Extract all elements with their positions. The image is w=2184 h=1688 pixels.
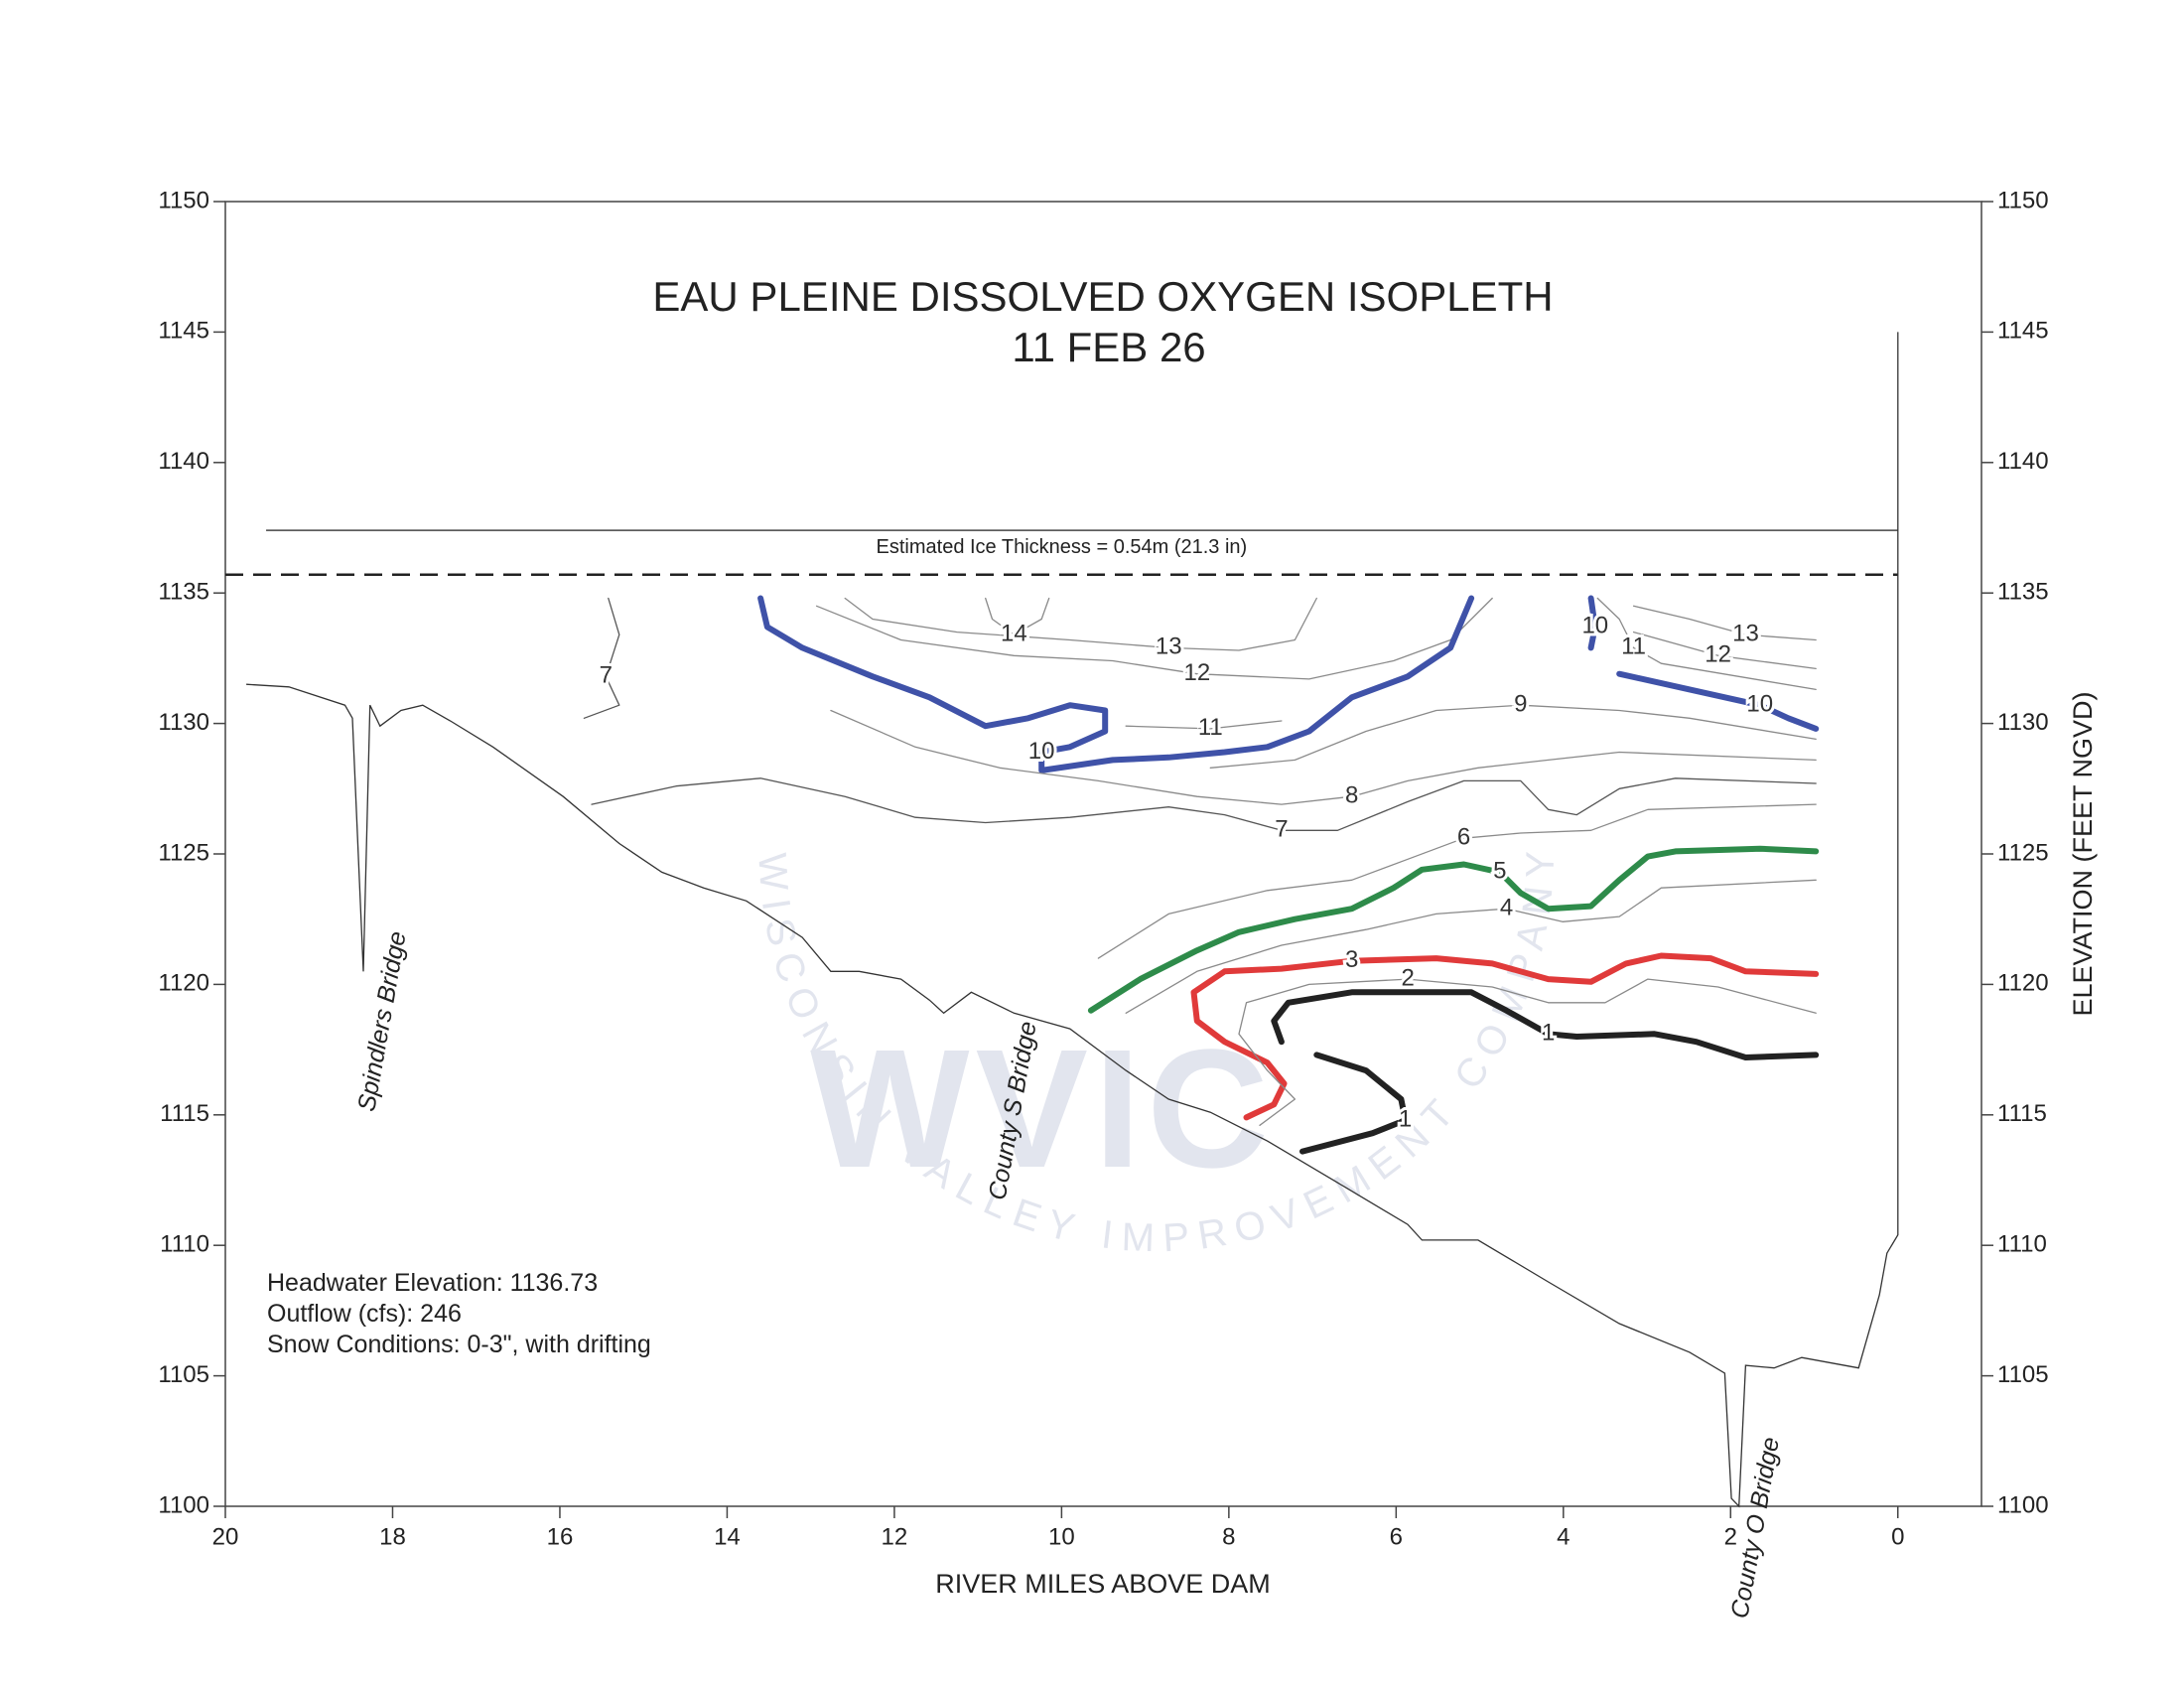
y-tick-label: 1115 <box>160 1100 209 1127</box>
chart-subtitle: 11 FEB 26 <box>1012 324 1205 370</box>
x-tick-label: 16 <box>547 1523 574 1550</box>
y2-tick-label: 1125 <box>1997 839 2049 866</box>
contour-label: 1 <box>1399 1105 1412 1132</box>
contour-line <box>1209 704 1817 769</box>
contour-label: 10 <box>1028 738 1055 765</box>
y-tick-label: 1100 <box>158 1491 209 1518</box>
contour-label: 12 <box>1183 659 1210 686</box>
x-tick-label: 12 <box>882 1523 908 1550</box>
contour-line <box>1596 597 1817 691</box>
x-tick-label: 20 <box>212 1523 239 1550</box>
x-tick-label: 4 <box>1557 1523 1570 1550</box>
x-tick-label: 2 <box>1724 1523 1737 1550</box>
contour-line <box>591 777 1817 831</box>
y2-tick-label: 1150 <box>1997 187 2049 213</box>
contour-label: 7 <box>1275 816 1288 843</box>
contour-line <box>1097 803 1817 959</box>
y-tick-label: 1150 <box>158 187 209 213</box>
y-tick-label: 1145 <box>158 318 209 345</box>
x-tick-label: 18 <box>379 1523 406 1550</box>
contour-label: 2 <box>1401 964 1414 991</box>
contour-label: 13 <box>1732 621 1759 647</box>
y2-tick-label: 1115 <box>1997 1100 2047 1127</box>
contour-label: 11 <box>1621 633 1646 660</box>
x-tick-label: 0 <box>1891 1523 1904 1550</box>
y-tick-label: 1110 <box>160 1231 209 1258</box>
contour-label: 6 <box>1457 824 1470 851</box>
x-tick-label: 8 <box>1222 1523 1235 1550</box>
watermark-logo: WVIC <box>810 1015 1275 1203</box>
y2-tick-label: 1120 <box>1997 970 2049 997</box>
contour-line <box>1632 605 1817 641</box>
y2-tick-label: 1145 <box>1997 318 2049 345</box>
river-bed <box>246 332 1899 1508</box>
x-axis-label: RIVER MILES ABOVE DAM <box>935 1569 1271 1599</box>
y2-tick-label: 1105 <box>1997 1361 2049 1388</box>
contour-line <box>830 709 1817 805</box>
contour-line <box>815 597 1493 680</box>
y-tick-label: 1140 <box>158 448 209 475</box>
contour-label: 4 <box>1500 895 1513 921</box>
contour-line <box>1125 879 1817 1014</box>
contour-line <box>1632 631 1817 670</box>
y2-tick-label: 1135 <box>1997 579 2049 606</box>
note: Snow Conditions: 0-3", with drifting <box>267 1331 651 1358</box>
contour-bold <box>1190 952 1820 1121</box>
contour-label: 8 <box>1345 782 1358 809</box>
contour-line <box>1125 720 1283 730</box>
contour-line <box>583 597 620 719</box>
contour-label: 7 <box>600 662 613 689</box>
contour-line <box>1238 978 1817 1126</box>
ice-note: Estimated Ice Thickness = 0.54m (21.3 in… <box>877 536 1248 558</box>
contour-bold <box>1299 1052 1409 1155</box>
y-tick-label: 1105 <box>158 1361 209 1388</box>
contour-bold <box>1587 595 1598 651</box>
contour-label: 10 <box>1746 691 1773 718</box>
contour-label: 9 <box>1514 691 1527 718</box>
chart-title: EAU PLEINE DISSOLVED OXYGEN ISOPLETH <box>652 273 1553 320</box>
y2-tick-label: 1110 <box>1997 1231 2047 1258</box>
x-tick-label: 10 <box>1048 1523 1075 1550</box>
contour-bold <box>1616 670 1820 732</box>
contour-line <box>844 597 1317 651</box>
contour-line <box>985 597 1050 635</box>
y-tick-label: 1130 <box>158 709 209 736</box>
y-tick-label: 1120 <box>158 970 209 997</box>
contour-bold <box>1271 989 1820 1060</box>
y2-axis-label: ELEVATION (FEET NGVD) <box>2068 691 2098 1016</box>
x-tick-label: 14 <box>714 1523 741 1550</box>
y2-tick-label: 1140 <box>1997 448 2049 475</box>
contour-label: 10 <box>1581 613 1608 639</box>
x-tick-label: 6 <box>1390 1523 1403 1550</box>
contour-label: 3 <box>1345 946 1358 973</box>
contour-label: 14 <box>1001 621 1027 647</box>
contour-label: 13 <box>1156 633 1182 660</box>
y-tick-label: 1135 <box>158 579 209 606</box>
y2-tick-label: 1130 <box>1997 709 2049 736</box>
contour-label: 1 <box>1542 1020 1555 1047</box>
contour-bold <box>1087 845 1820 1014</box>
note: Outflow (cfs): 246 <box>267 1300 462 1328</box>
contour-bold <box>757 595 1475 774</box>
y-tick-label: 1125 <box>158 839 209 866</box>
contour-label: 11 <box>1198 714 1223 741</box>
y2-tick-label: 1100 <box>1997 1491 2049 1518</box>
note: Headwater Elevation: 1136.73 <box>267 1269 598 1297</box>
contour-label: 5 <box>1493 858 1506 885</box>
contour-label: 12 <box>1705 641 1731 668</box>
